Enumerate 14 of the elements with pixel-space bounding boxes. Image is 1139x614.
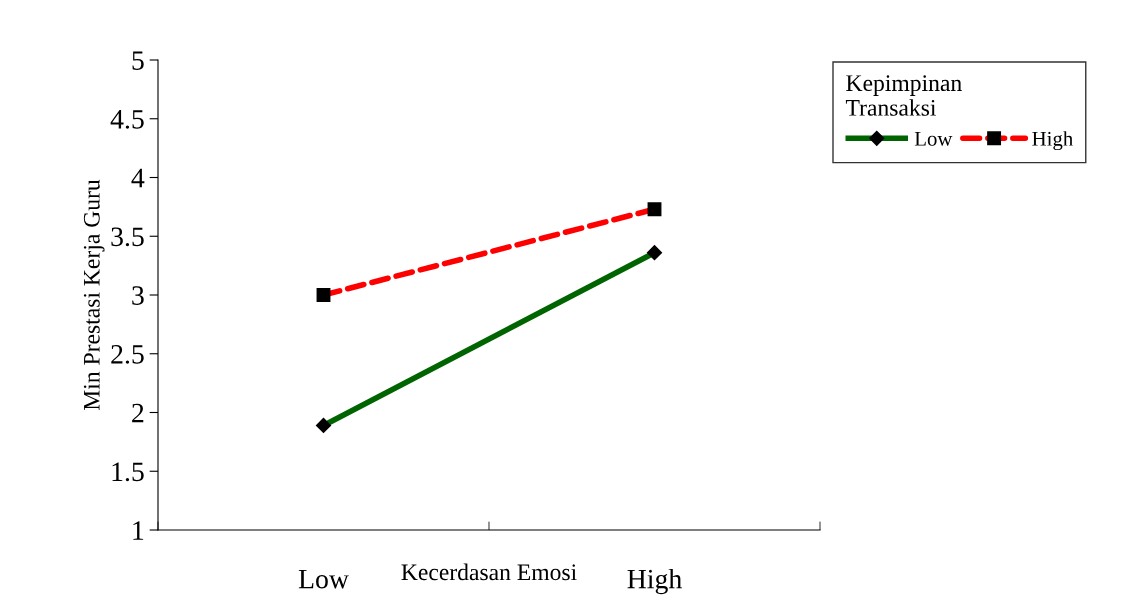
y-tick-label: 1 xyxy=(133,521,144,540)
y-tick-label: 2.5 xyxy=(111,344,144,364)
y-tick-label: 4 xyxy=(131,168,145,188)
y-tick-label: 4.5 xyxy=(110,110,144,129)
x-axis-title: Kecerdasan Emosi xyxy=(401,563,577,581)
legend-label: High xyxy=(1032,131,1073,151)
y-tick-label: 2 xyxy=(132,403,144,423)
y-tick-label: 1.5 xyxy=(112,462,144,482)
y-axis-title: Min Prestasi Kerja Guru xyxy=(83,179,105,411)
y-tick-label: 3.5 xyxy=(111,227,144,247)
legend-label: Low xyxy=(914,131,953,146)
legend-title: Kepimpinan Transaksi xyxy=(845,75,962,116)
y-tick-label: 3 xyxy=(132,286,144,305)
y-tick-label: 5 xyxy=(132,51,144,70)
